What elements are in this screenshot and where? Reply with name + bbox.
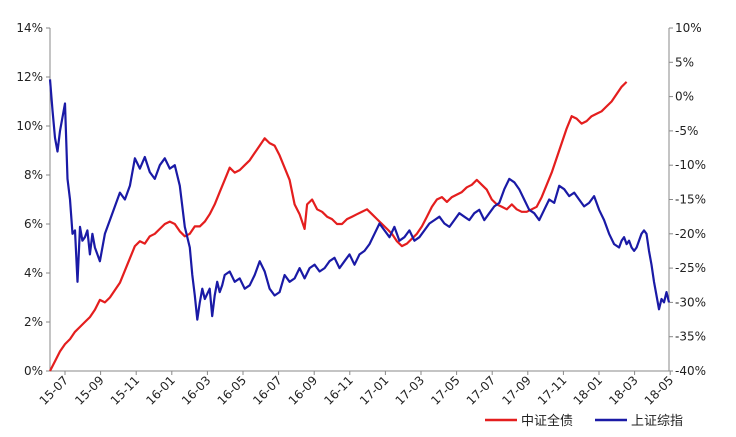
x-tick-label: 18-05 [642, 373, 677, 408]
x-tick-label: 15-09 [72, 373, 107, 408]
left-tick-label: 2% [24, 315, 43, 329]
left-tick-label: 0% [24, 364, 43, 378]
x-tick-label: 16-09 [286, 373, 321, 408]
x-tick-label: 16-05 [215, 373, 250, 408]
left-tick-label: 10% [16, 119, 43, 133]
series-lines [48, 79, 671, 372]
right-tick-label: -5% [675, 124, 698, 138]
right-tick-label: -10% [675, 158, 706, 172]
left-tick-label: 8% [24, 168, 43, 182]
x-tick-label: 18-01 [571, 373, 606, 408]
x-tick-label: 16-07 [250, 373, 285, 408]
left-tick-label: 12% [16, 70, 43, 84]
right-tick-label: -25% [675, 261, 706, 275]
x-tick-label: 17-05 [428, 373, 463, 408]
axes: 0% 2% 4% 6% 8% 10% 12% 14% -40% -35% -30% -25% -20% -… [16, 21, 706, 408]
x-tick-label: 17-03 [393, 373, 428, 408]
right-tick-label: -40% [675, 364, 706, 378]
right-tick-label: -20% [675, 227, 706, 241]
left-tick-label: 6% [24, 217, 43, 231]
x-tick-label: 16-01 [143, 373, 178, 408]
x-tick-label: 17-09 [499, 373, 534, 408]
series-line-stock-index [48, 79, 671, 321]
x-tick-label: 17-07 [464, 373, 499, 408]
x-tick-label: 15-11 [108, 373, 143, 408]
x-tick-label: 17-01 [357, 373, 392, 408]
series-line-bond-index [49, 81, 628, 372]
x-tick-label: 16-03 [179, 373, 214, 408]
right-tick-label: -30% [675, 295, 706, 309]
left-tick-label: 4% [24, 266, 43, 280]
right-tick-label: -15% [675, 193, 706, 207]
legend-label: 上证综指 [631, 414, 683, 429]
right-tick-label: 10% [675, 21, 702, 35]
legend-label: 中证全债 [521, 413, 573, 429]
right-tick-label: 0% [675, 90, 694, 104]
x-tick-label: 16-11 [321, 373, 356, 408]
legend: 中证全债 上证综指 [485, 413, 683, 429]
x-tick-label: 18-03 [606, 373, 641, 408]
left-tick-label: 14% [16, 21, 43, 35]
right-tick-label: 5% [675, 55, 694, 69]
x-tick-label: 15-07 [37, 373, 72, 408]
x-tick-label: 17-11 [535, 373, 570, 408]
right-tick-label: -35% [675, 330, 706, 344]
